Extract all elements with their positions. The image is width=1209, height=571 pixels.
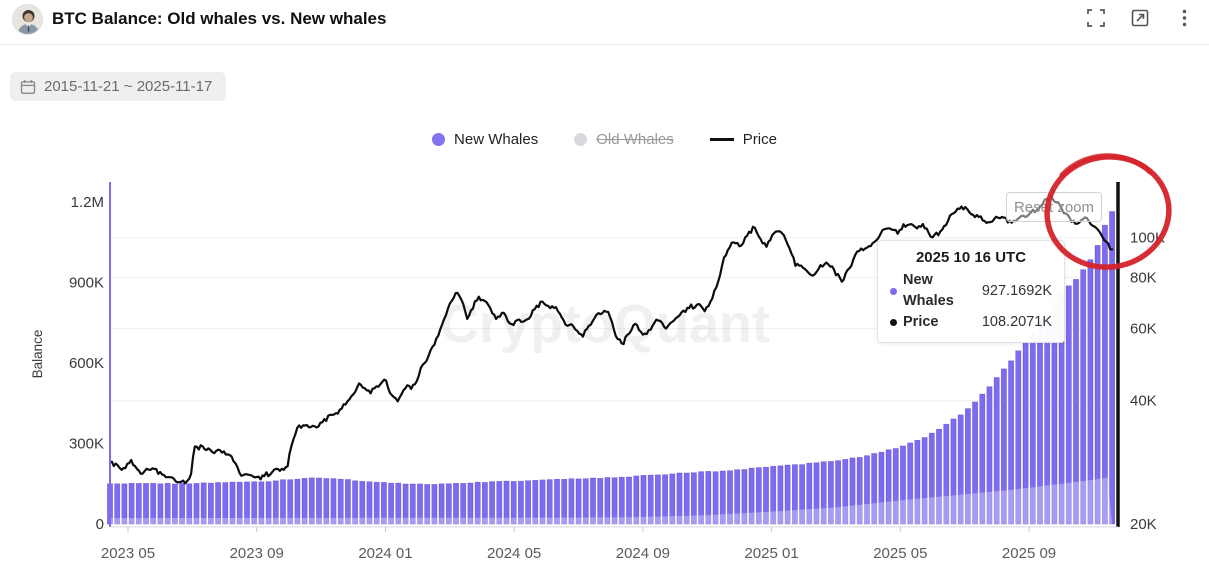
open-in-new-icon[interactable]: [1129, 7, 1151, 29]
series-dot-icon: [890, 287, 897, 295]
tooltip-series-label: New Whales: [903, 272, 954, 309]
legend-dot-marker: [432, 133, 446, 146]
kebab-menu-icon[interactable]: [1173, 7, 1195, 29]
watermark: CryptoQuant: [440, 294, 770, 354]
calendar-icon: [20, 79, 36, 94]
new-whales-bar-series: [107, 211, 1115, 525]
svg-text:0: 0: [96, 516, 104, 533]
legend-label: Price: [742, 131, 777, 148]
legend-item-old-whales[interactable]: Old Whales: [574, 131, 674, 148]
price-line-series: [108, 194, 1114, 485]
svg-text:20K: 20K: [1130, 516, 1157, 533]
left-axis-title: Balance: [30, 330, 45, 379]
svg-text:2024 09: 2024 09: [616, 545, 670, 562]
tooltip-date: 2025 10 16 UTC: [915, 249, 1027, 266]
svg-text:2025 01: 2025 01: [744, 545, 798, 562]
fullscreen-icon[interactable]: [1085, 7, 1107, 29]
header-actions: [1085, 7, 1195, 29]
svg-text:2025 09: 2025 09: [1002, 545, 1056, 562]
svg-text:2024 01: 2024 01: [358, 545, 412, 562]
tooltip-row: New Whales 927.1692K: [890, 270, 1052, 312]
legend-line-marker: [709, 138, 734, 141]
tooltip-row: Price 108.2071K: [890, 312, 1052, 333]
avatar[interactable]: [12, 4, 43, 35]
series-dot-icon: [890, 319, 897, 326]
svg-text:2023 09: 2023 09: [230, 545, 284, 562]
person-photo-icon: [13, 5, 42, 34]
tooltip-series-label: Price: [903, 314, 939, 330]
svg-text:1.2M: 1.2M: [71, 194, 104, 211]
tooltip-series-value: 108.2071K: [981, 314, 1052, 330]
svg-text:300K: 300K: [69, 436, 104, 453]
tooltip-rows: New Whales 927.1692K Price 108.2071K: [890, 270, 1052, 333]
legend-dot-marker: [574, 133, 588, 146]
axis-tick-labels: 0 300K 600K 900K 1.2M 20K 40K 60K 80K 100K 2023 05…: [69, 194, 1165, 562]
svg-text:900K: 900K: [69, 275, 104, 292]
page-title: BTC Balance: Old whales vs. New whales: [52, 9, 387, 28]
svg-text:2024 05: 2024 05: [487, 545, 541, 562]
tooltip-series-value: 927.1692K: [981, 282, 1052, 299]
chart-legend: New Whales Old Whales Price: [0, 131, 1209, 148]
light-overlay-series: [110, 477, 1113, 524]
svg-text:60K: 60K: [1130, 321, 1157, 338]
svg-text:80K: 80K: [1130, 269, 1157, 286]
date-range-label: 2015-11-21 ~ 2025-11-17: [44, 78, 213, 95]
svg-text:600K: 600K: [69, 355, 104, 372]
date-range-picker[interactable]: 2015-11-21 ~ 2025-11-17: [10, 72, 227, 101]
svg-text:2025 05: 2025 05: [873, 545, 927, 562]
header: BTC Balance: Old whales vs. New whales: [0, 0, 1209, 44]
svg-text:40K: 40K: [1130, 393, 1157, 410]
reset-zoom-button[interactable]: Reset zoom: [1006, 192, 1102, 222]
legend-item-new-whales[interactable]: New Whales: [432, 131, 538, 148]
legend-label: New Whales: [454, 131, 539, 148]
svg-text:100K: 100K: [1130, 230, 1165, 247]
chart-tooltip: 2025 10 16 UTC New Whales 927.1692K Price 1…: [877, 240, 1065, 343]
svg-text:2023 05: 2023 05: [101, 545, 155, 562]
legend-label: Old Whales: [596, 131, 674, 148]
legend-item-price[interactable]: Price: [709, 131, 777, 148]
header-divider: [0, 44, 1209, 45]
